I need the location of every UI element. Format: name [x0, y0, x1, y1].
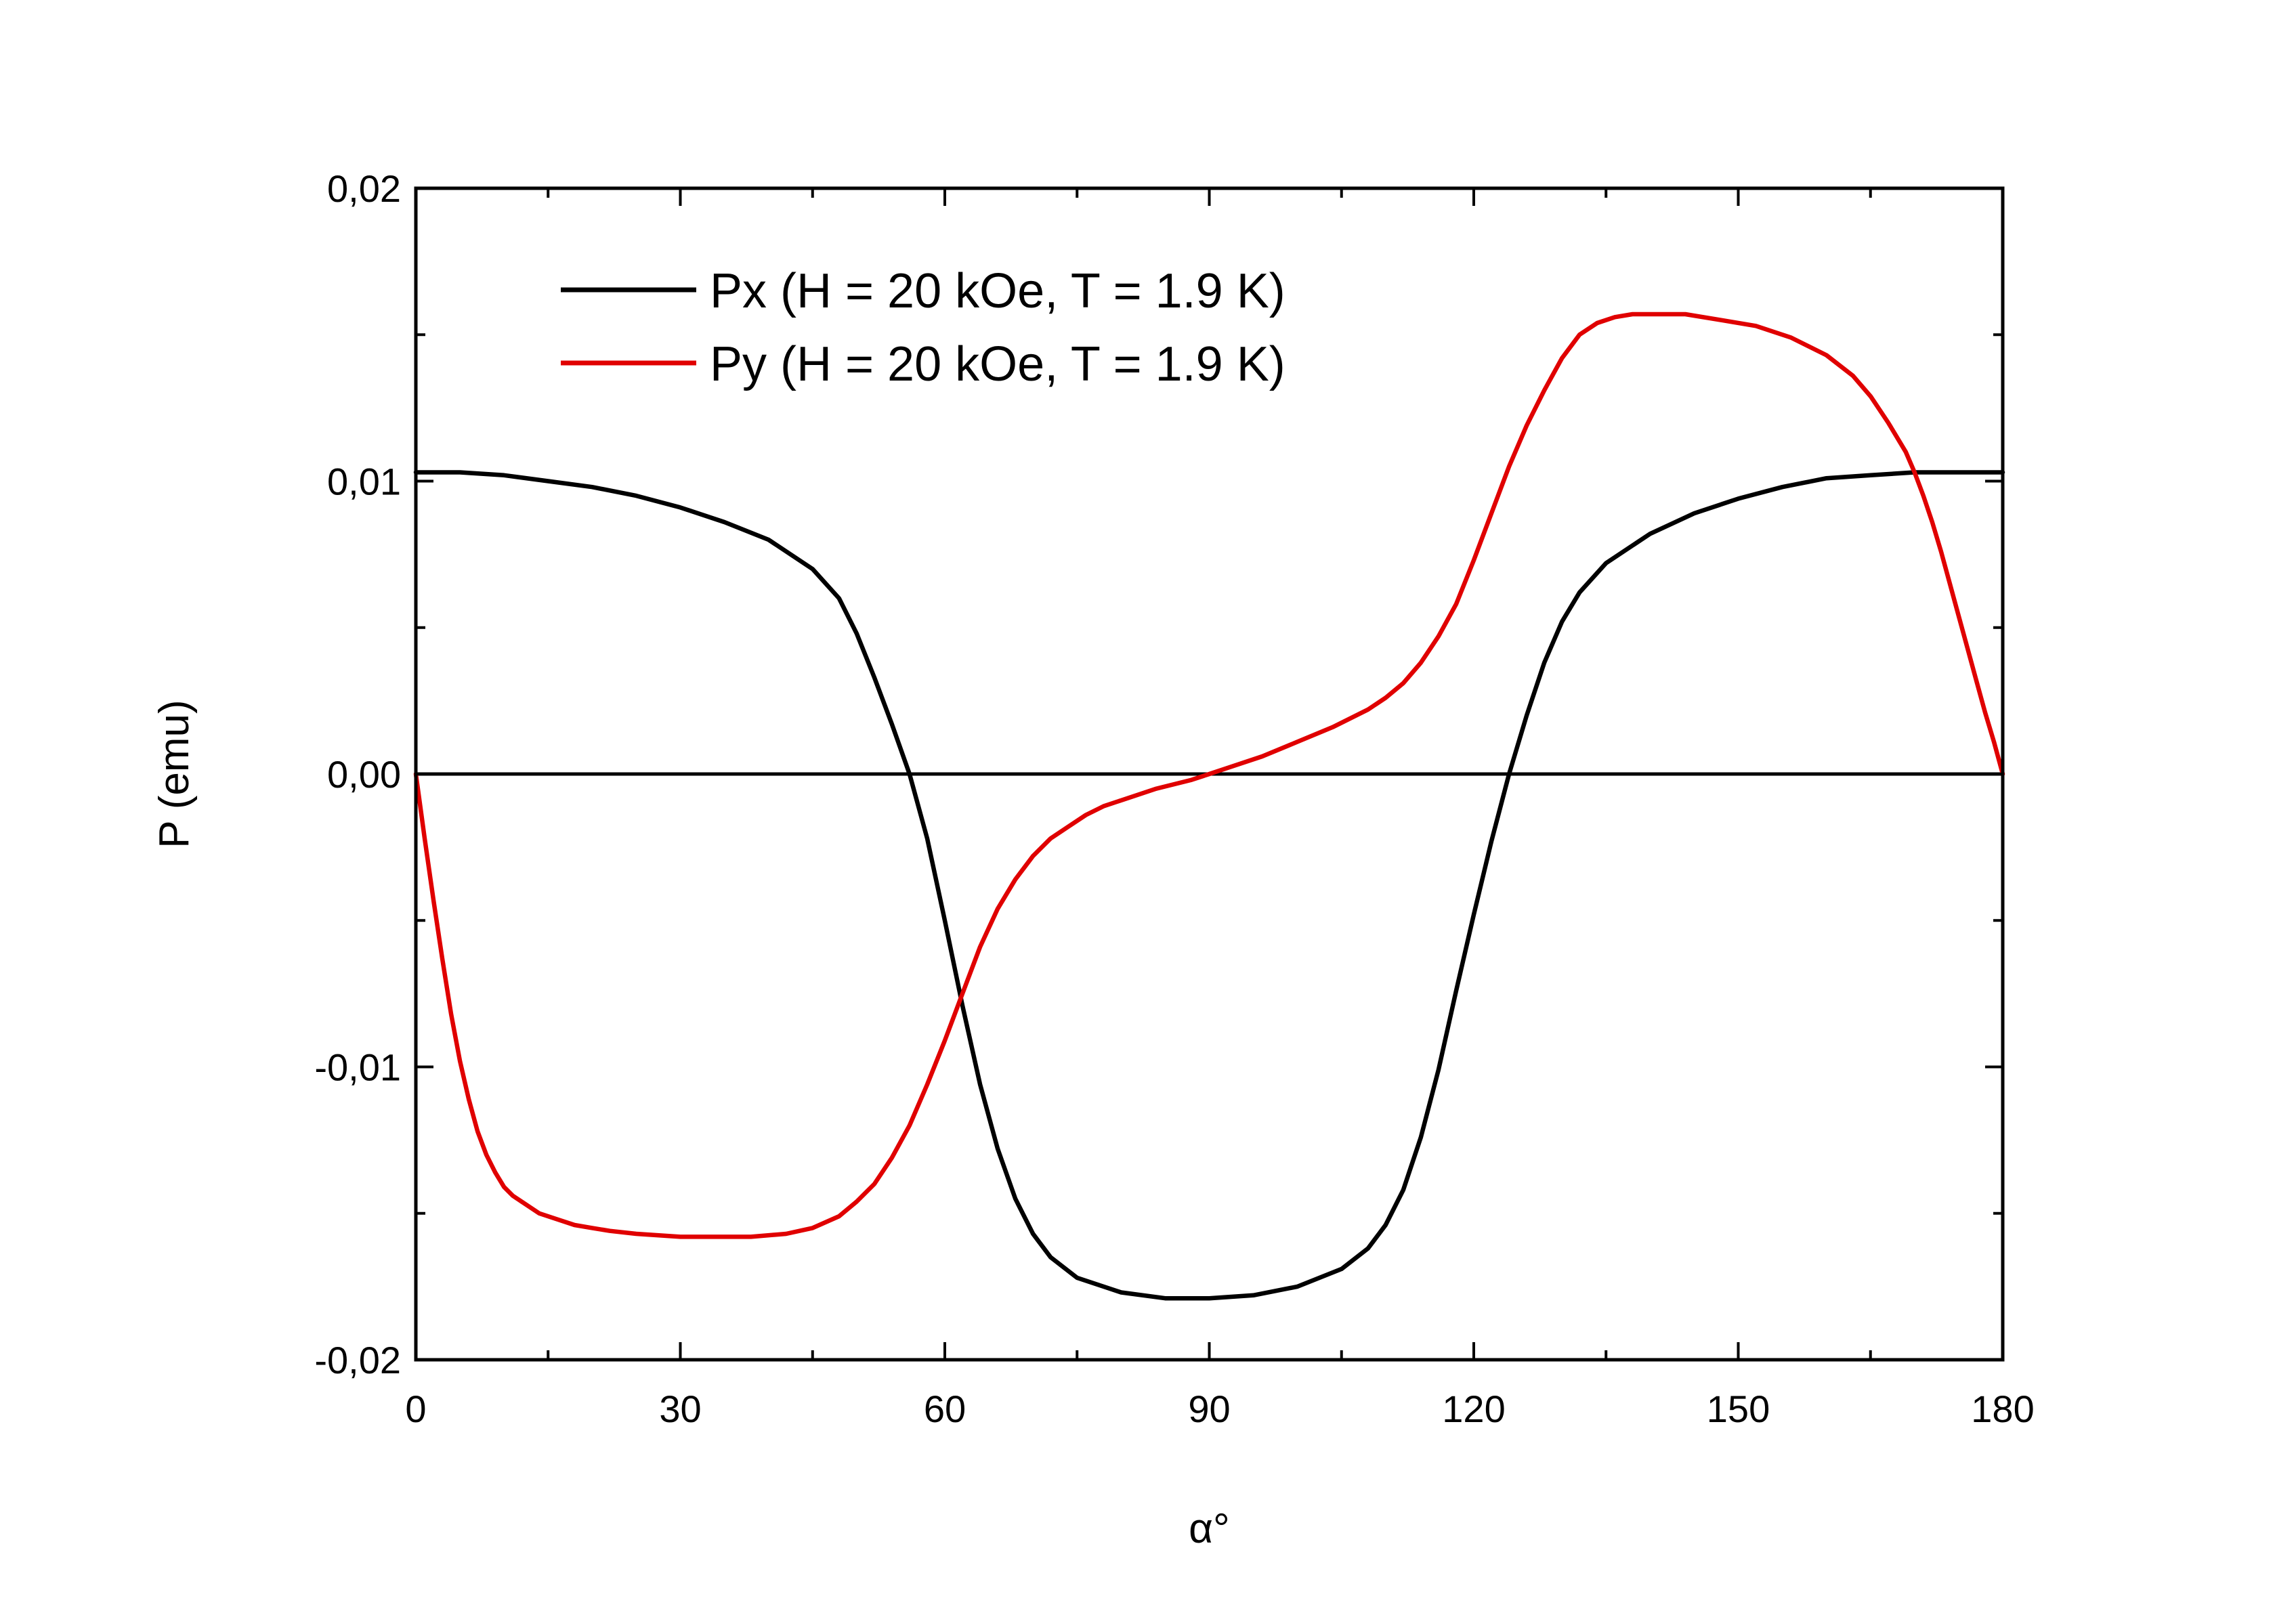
- y-tick-label: 0,00: [327, 753, 401, 796]
- x-tick-label: 60: [924, 1388, 966, 1430]
- x-tick-label: 30: [659, 1388, 701, 1430]
- series-layer: [413, 312, 2005, 1301]
- x-tick-label: 0: [405, 1388, 426, 1430]
- series-line-2: [413, 312, 2005, 1239]
- y-tick-label: -0,01: [314, 1046, 401, 1089]
- y-tick-label: 0,01: [327, 460, 401, 503]
- x-tick-label: 90: [1188, 1388, 1230, 1430]
- x-axis-title: α°: [1189, 1505, 1230, 1552]
- x-tick-label: 180: [1971, 1388, 2034, 1430]
- legend-label: Py (H = 20 kOe, T = 1.9 K): [710, 337, 1285, 391]
- x-tick-label: 150: [1707, 1388, 1770, 1430]
- legend-label: Px (H = 20 kOe, T = 1.9 K): [710, 264, 1285, 318]
- series-line-1: [413, 470, 2005, 1301]
- ticks-layer: 0 30 60 90 120 150 180 -0,02 -0,01 0,00 0,01 0,02: [314, 167, 2034, 1430]
- y-tick-label: -0,02: [314, 1339, 401, 1381]
- legend: Px (H = 20 kOe, T = 1.9 K) Py (H = 20 kOe…: [561, 264, 1285, 391]
- y-axis-title: P (emu): [151, 700, 198, 848]
- x-tick-label: 120: [1442, 1388, 1505, 1430]
- y-tick-label: 0,02: [327, 167, 401, 210]
